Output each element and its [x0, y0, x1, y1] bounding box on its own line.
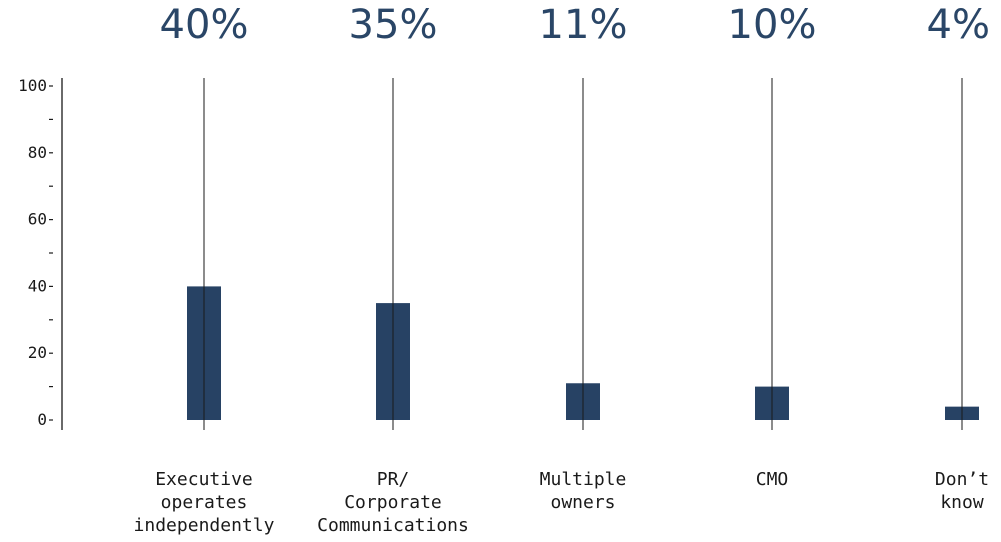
- category-label-line: operates: [161, 492, 248, 513]
- category-label-line: Executive: [155, 469, 253, 490]
- category-label-line: Corporate: [344, 492, 442, 513]
- y-tick-label: 40: [28, 276, 47, 295]
- y-axis: 0 20 40 60 80 100: [18, 76, 63, 430]
- y-tick-label: 20: [28, 343, 47, 362]
- value-label: 40%: [160, 2, 249, 48]
- category-label-line: PR/: [377, 469, 410, 490]
- category-label-line: independently: [134, 515, 275, 536]
- category-label: CMO: [756, 469, 789, 490]
- y-tick-label: 60: [28, 210, 47, 229]
- value-label: 35%: [349, 2, 438, 48]
- category-label-line: know: [940, 492, 984, 513]
- bars: [187, 78, 979, 430]
- category-label-line: owners: [550, 492, 615, 513]
- category-label-line: Don’t: [935, 469, 989, 490]
- value-label: 10%: [728, 2, 817, 48]
- value-labels: 40% 35% 11% 10% 4%: [160, 2, 990, 48]
- y-tick-label: 0: [37, 410, 47, 429]
- value-label: 4%: [927, 2, 990, 48]
- y-tick-label: 80: [28, 143, 47, 162]
- y-tick-label: 100: [18, 76, 47, 95]
- category-label-line: CMO: [756, 469, 789, 490]
- category-label-line: Multiple: [540, 469, 627, 490]
- value-label: 11%: [539, 2, 628, 48]
- category-label-line: Communications: [317, 515, 469, 536]
